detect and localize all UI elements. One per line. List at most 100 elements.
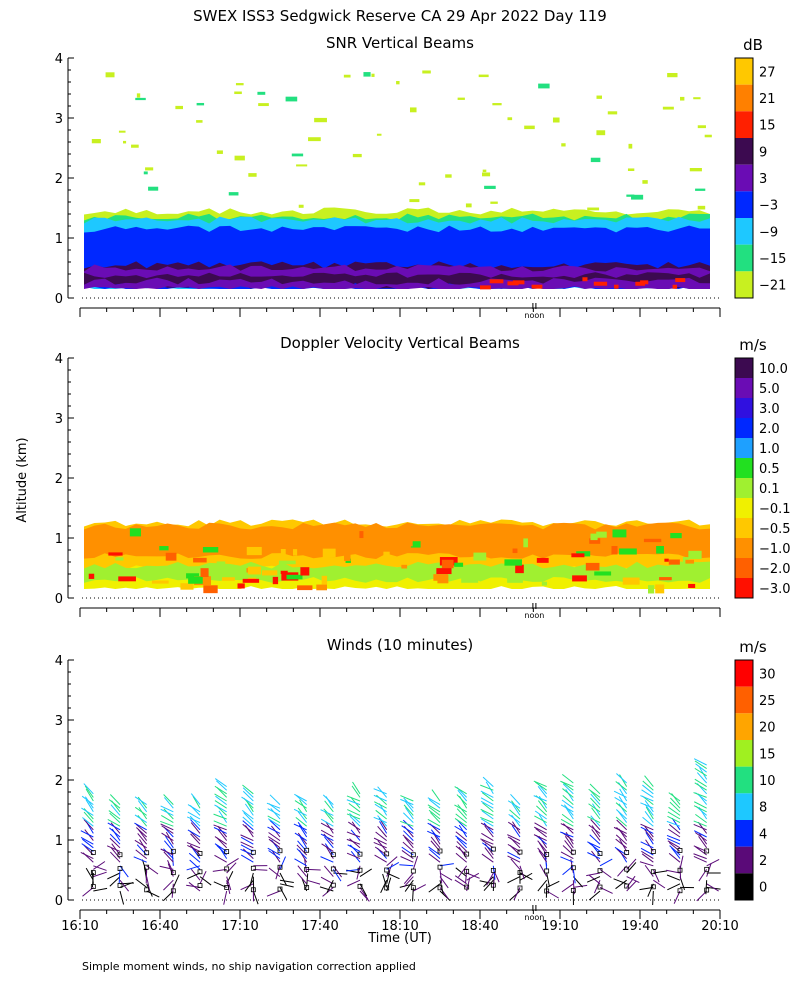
colorbar-label: 10.0: [759, 362, 788, 377]
calm-marker: [384, 851, 390, 857]
wind-barb: [215, 795, 227, 805]
calm-marker: [517, 885, 523, 891]
wind-barb: [359, 890, 370, 902]
wind-barb: [483, 879, 494, 891]
wind-barb: [593, 880, 601, 894]
doppler-patch: [611, 546, 618, 555]
doppler-patch: [688, 583, 696, 588]
wind-barb: [645, 806, 654, 820]
figure-title: SWEX ISS3 Sedgwick Reserve CA 29 Apr 202…: [193, 7, 607, 25]
wind-barb: [107, 818, 121, 827]
wind-barb: [373, 841, 387, 849]
wind-barb: [320, 833, 334, 842]
doppler-patch: [115, 557, 124, 561]
snr-speckle: [478, 74, 489, 78]
snr-speckle: [457, 97, 465, 100]
wind-barb: [400, 856, 414, 863]
wind-barb: [352, 781, 361, 795]
wind-barb: [81, 838, 94, 849]
wind-barb: [458, 846, 468, 859]
wind-barb: [587, 852, 601, 860]
wind-barb: [513, 887, 521, 901]
wind-barb: [456, 794, 468, 805]
wind-barb: [269, 794, 281, 805]
wind-barb: [386, 863, 393, 877]
wind-barb: [279, 883, 294, 888]
wind-barb: [455, 835, 467, 845]
snr-speckle: [607, 111, 618, 115]
wind-barb: [299, 835, 308, 849]
wind-barb: [428, 806, 441, 816]
wind-barb: [455, 831, 467, 841]
wind-barb: [80, 836, 94, 845]
wind-barb: [560, 851, 574, 860]
wind-barb: [644, 803, 654, 816]
colorbar-swatch: [735, 793, 753, 820]
wind-barb: [640, 795, 654, 802]
doppler-patch: [659, 577, 672, 581]
colorbar-swatch: [735, 358, 753, 378]
snr-speckle: [587, 207, 600, 211]
wind-barb: [430, 812, 441, 823]
wind-barb: [172, 874, 180, 888]
doppler-patch: [410, 541, 421, 548]
wind-barb: [332, 869, 342, 882]
wind-barb: [242, 784, 254, 795]
wind-barb: [507, 834, 521, 842]
wind-barb: [188, 852, 201, 863]
calm-marker: [170, 848, 176, 854]
snr-speckle: [118, 130, 126, 133]
wind-barb: [590, 793, 601, 805]
wind-barb: [161, 832, 174, 842]
snr-speckle: [479, 285, 491, 290]
colorbar-swatch: [735, 766, 753, 794]
doppler-patch: [567, 527, 586, 531]
colorbar-swatch: [735, 164, 753, 192]
wind-barb: [93, 871, 107, 878]
wind-barb: [698, 832, 708, 845]
snr-speckle: [298, 204, 304, 208]
colorbar-swatch: [735, 271, 753, 298]
wind-barb: [588, 824, 601, 834]
snr-speckle: [235, 83, 244, 86]
calm-marker: [90, 870, 96, 876]
wind-barb: [85, 788, 94, 802]
y-tick-label: 2: [55, 774, 63, 789]
wind-barb: [199, 876, 212, 886]
doppler-patch: [643, 538, 662, 543]
wind-barb: [320, 809, 334, 816]
colorbar-label: 25: [759, 694, 776, 709]
wind-barb: [347, 844, 361, 852]
wind-barb: [537, 840, 548, 852]
wind-barb: [249, 872, 254, 887]
wind-barb: [706, 883, 719, 892]
wind-barb: [189, 859, 201, 870]
wind-barb: [243, 812, 254, 823]
snr-speckle: [596, 95, 602, 99]
wind-barb: [226, 871, 234, 885]
wind-barb: [427, 804, 441, 813]
wind-barb: [275, 865, 281, 880]
doppler-patch: [297, 585, 313, 591]
snr-speckle: [626, 194, 635, 197]
colorbar-label: −3.0: [759, 582, 791, 597]
wind-barb: [458, 865, 468, 878]
snr-speckle: [667, 72, 678, 78]
wind-barb: [455, 867, 467, 877]
colorbar-label: 3: [759, 172, 767, 187]
calm-marker: [624, 883, 630, 889]
calm-marker: [357, 851, 363, 857]
wind-barb: [481, 832, 494, 842]
doppler-patch: [424, 539, 442, 545]
doppler-patch: [655, 584, 665, 594]
wind-barb: [171, 883, 174, 898]
colorbar-swatch: [735, 111, 753, 138]
wind-barb: [615, 834, 627, 845]
snr-speckle: [512, 280, 525, 285]
wind-barb: [430, 836, 441, 849]
colorbar-label: 0.5: [759, 462, 780, 477]
calm-marker: [144, 887, 150, 893]
wind-barb: [347, 809, 361, 816]
doppler-patch: [622, 577, 640, 585]
